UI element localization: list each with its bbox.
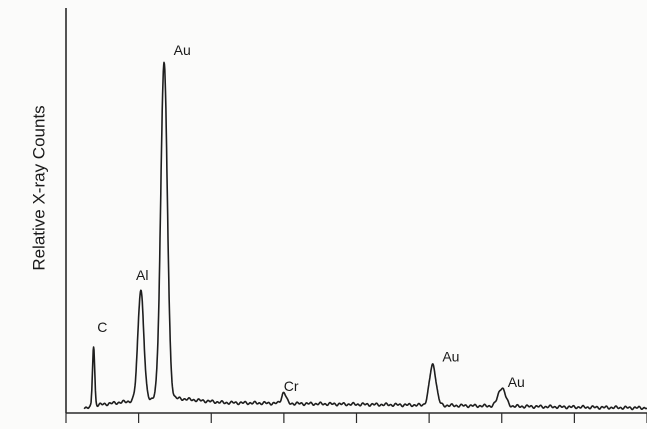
peak-label-0: C bbox=[97, 319, 107, 335]
peak-label-3: Cr bbox=[284, 378, 299, 394]
x-axis-ticks bbox=[65, 413, 647, 423]
spectrum-line bbox=[83, 61, 647, 411]
y-axis-title: Relative X-ray Counts bbox=[29, 105, 48, 270]
y-axis-title-group: Relative X-ray Counts bbox=[29, 105, 48, 270]
peak-label-1: Al bbox=[136, 267, 148, 283]
peak-label-2: Au bbox=[174, 42, 191, 58]
peak-label-4: Au bbox=[442, 348, 459, 364]
peak-labels: C Al Au Cr Au Au bbox=[97, 42, 525, 394]
peak-label-5: Au bbox=[508, 374, 525, 390]
